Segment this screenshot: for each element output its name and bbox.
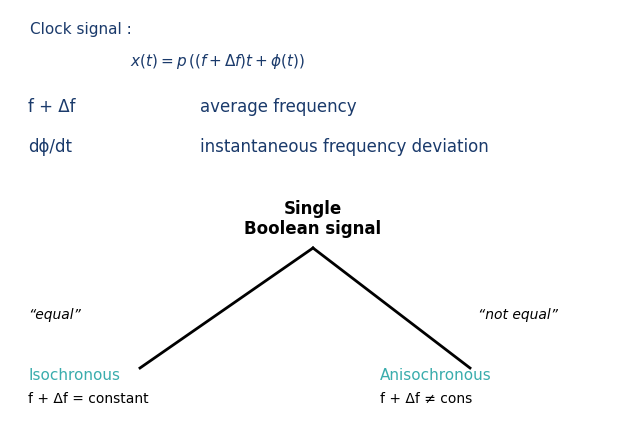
Text: f + Δf ≠ cons: f + Δf ≠ cons [380, 392, 472, 406]
Text: Isochronous: Isochronous [28, 368, 120, 383]
Text: “not equal”: “not equal” [478, 308, 558, 322]
Text: “equal”: “equal” [28, 308, 81, 322]
Text: average frequency: average frequency [200, 98, 357, 116]
Text: $x(t) = p\,((f + \Delta f)t + \phi(t))$: $x(t) = p\,((f + \Delta f)t + \phi(t))$ [130, 52, 305, 71]
Text: dϕ/dt: dϕ/dt [28, 138, 72, 156]
Text: f + Δf: f + Δf [28, 98, 76, 116]
Text: Boolean signal: Boolean signal [244, 220, 382, 238]
Text: instantaneous frequency deviation: instantaneous frequency deviation [200, 138, 489, 156]
Text: f + Δf = constant: f + Δf = constant [28, 392, 148, 406]
Text: Anisochronous: Anisochronous [380, 368, 492, 383]
Text: Clock signal :: Clock signal : [30, 22, 131, 37]
Text: Single: Single [284, 200, 342, 218]
